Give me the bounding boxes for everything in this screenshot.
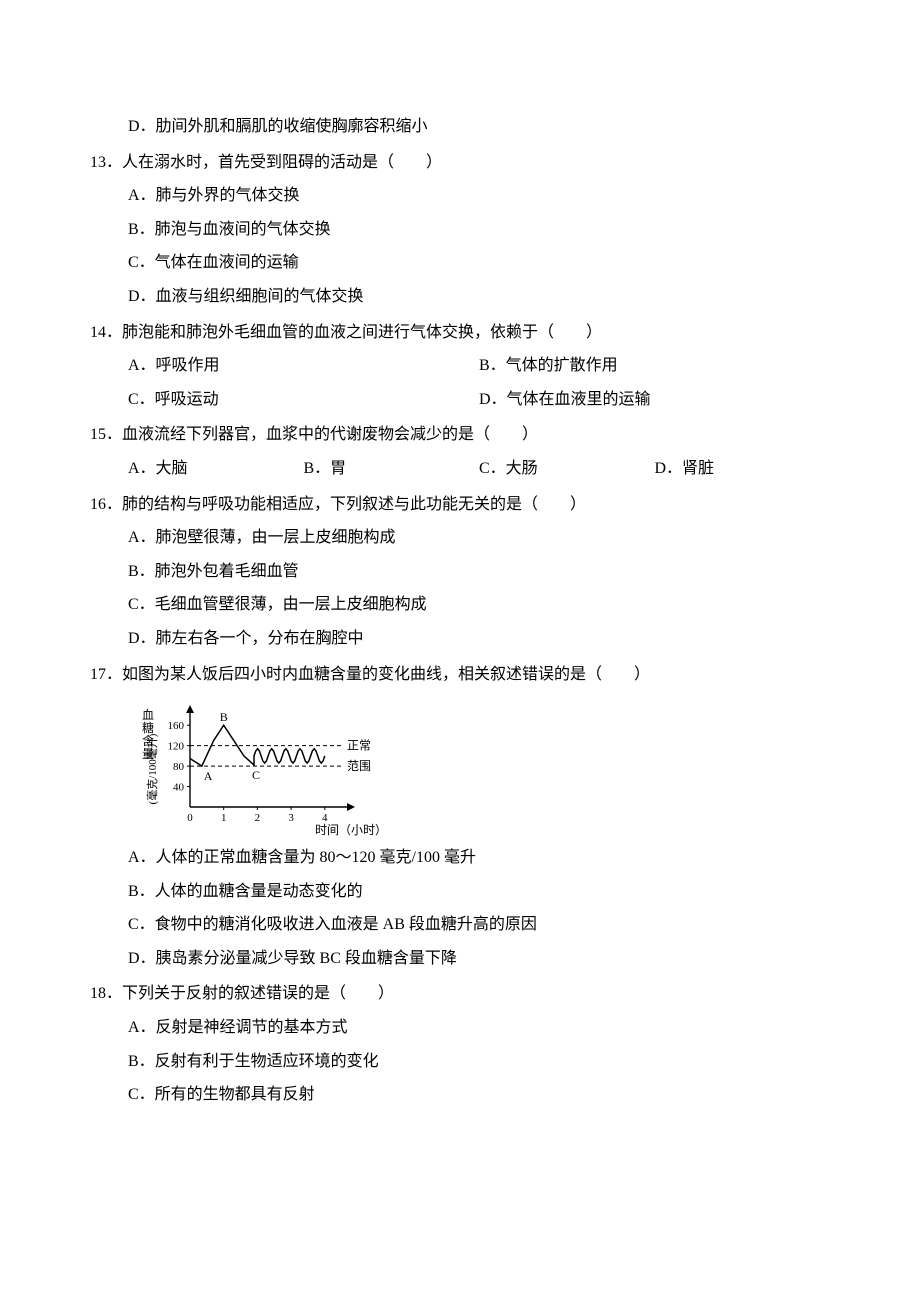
svg-text:时间（小时）: 时间（小时） xyxy=(315,823,387,837)
q17-stem: 17．如图为某人饭后四小时内血糖含量的变化曲线，相关叙述错误的是（ ） xyxy=(90,658,830,692)
q18-option-b: B．反射有利于生物适应环境的变化 xyxy=(90,1045,830,1079)
q18-option-c: C．所有的生物都具有反射 xyxy=(90,1078,830,1112)
q18-option-a: A．反射是神经调节的基本方式 xyxy=(90,1011,830,1045)
q16-stem: 16．肺的结构与呼吸功能相适应，下列叙述与此功能无关的是（ ） xyxy=(90,488,830,522)
svg-text:160: 160 xyxy=(168,720,185,732)
q13-option-a: A．肺与外界的气体交换 xyxy=(90,179,830,213)
q18-stem: 18．下列关于反射的叙述错误的是（ ） xyxy=(90,977,830,1011)
svg-text:3: 3 xyxy=(288,812,294,824)
svg-text:血: 血 xyxy=(142,708,154,722)
q13-stem: 13．人在溺水时，首先受到阻碍的活动是（ ） xyxy=(90,146,830,180)
q17-chart: 408012016001234ABC血糖含量(毫克/100毫升)时间（小时）正常… xyxy=(128,697,408,837)
svg-text:80: 80 xyxy=(173,761,185,773)
q16-option-b: B．肺泡外包着毛细血管 xyxy=(90,555,830,589)
q14-stem: 14．肺泡能和肺泡外毛细血管的血液之间进行气体交换，依赖于（ ） xyxy=(90,316,830,350)
q13-option-d: D．血液与组织细胞间的气体交换 xyxy=(90,280,830,314)
q16-option-a: A．肺泡壁很薄，由一层上皮细胞构成 xyxy=(90,521,830,555)
q14-option-c: C．呼吸运动 xyxy=(128,383,479,417)
q13-option-b: B．肺泡与血液间的气体交换 xyxy=(90,213,830,247)
q17-option-b: B．人体的血糖含量是动态变化的 xyxy=(90,875,830,909)
q17-option-d: D．胰岛素分泌量减少导致 BC 段血糖含量下降 xyxy=(90,942,830,976)
svg-text:40: 40 xyxy=(173,782,185,794)
q15-option-d: D．肾脏 xyxy=(655,452,831,486)
q12-option-d: D．肋间外肌和膈肌的收缩使胸廓容积缩小 xyxy=(90,110,830,144)
svg-text:1: 1 xyxy=(221,812,227,824)
q15-stem: 15．血液流经下列器官，血浆中的代谢废物会减少的是（ ） xyxy=(90,418,830,452)
svg-text:范围: 范围 xyxy=(347,759,371,773)
q14-option-a: A．呼吸作用 xyxy=(128,349,479,383)
q15-option-b: B．胃 xyxy=(304,452,480,486)
svg-text:0: 0 xyxy=(187,812,193,824)
svg-text:A: A xyxy=(204,769,213,783)
q14-option-b: B．气体的扩散作用 xyxy=(479,349,830,383)
q16-option-c: C．毛细血管壁很薄，由一层上皮细胞构成 xyxy=(90,588,830,622)
svg-text:糖: 糖 xyxy=(142,720,154,735)
q13-option-c: C．气体在血液间的运输 xyxy=(90,246,830,280)
svg-text:2: 2 xyxy=(255,812,260,824)
svg-text:(毫克/100毫升): (毫克/100毫升) xyxy=(145,733,159,804)
q15-option-c: C．大肠 xyxy=(479,452,655,486)
q14-option-d: D．气体在血液里的运输 xyxy=(479,383,830,417)
q17-option-c: C．食物中的糖消化吸收进入血液是 AB 段血糖升高的原因 xyxy=(90,908,830,942)
q15-option-a: A．大脑 xyxy=(128,452,304,486)
q17-option-a: A．人体的正常血糖含量为 80～120 毫克/100 毫升 xyxy=(90,841,830,875)
svg-text:C: C xyxy=(252,768,260,782)
svg-text:正常: 正常 xyxy=(347,739,371,753)
svg-text:B: B xyxy=(220,710,228,724)
q16-option-d: D．肺左右各一个，分布在胸腔中 xyxy=(90,622,830,656)
svg-text:120: 120 xyxy=(168,741,185,753)
